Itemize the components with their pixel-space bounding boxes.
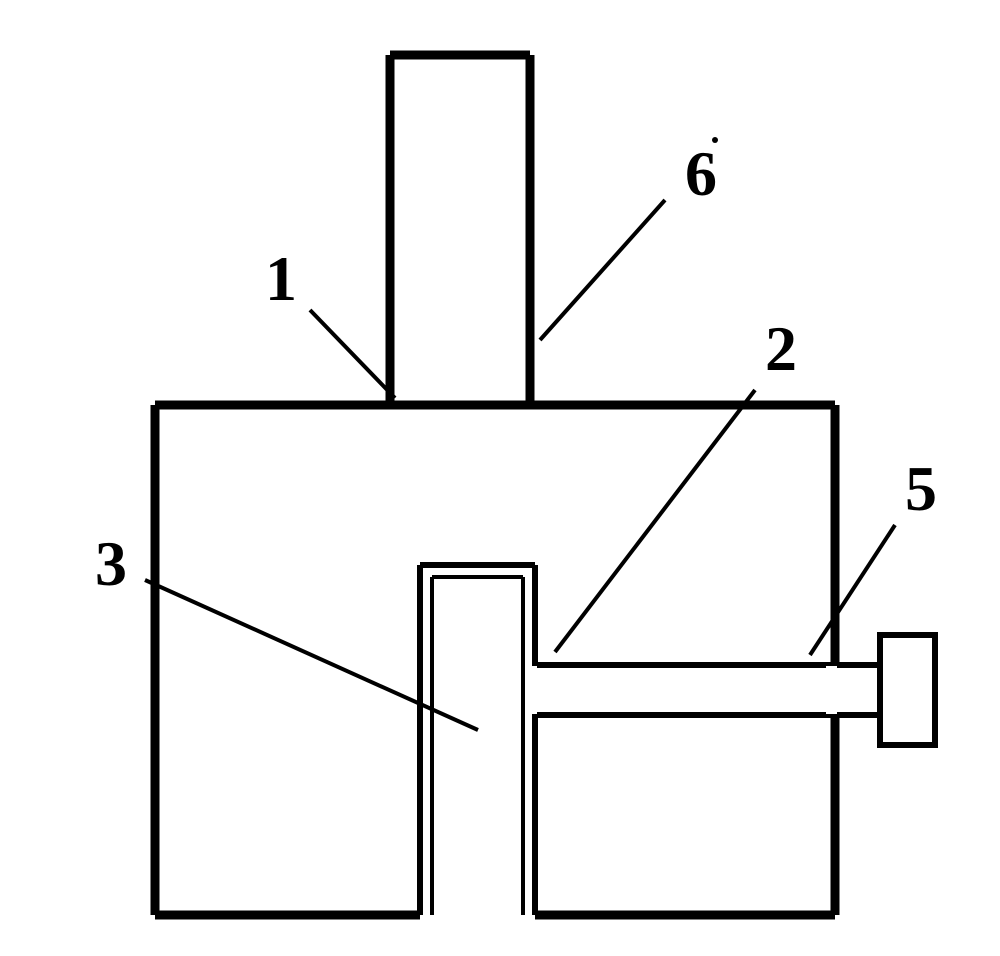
label-l3: 3 [95,528,127,599]
leader-l1 [310,310,395,398]
leader-l2 [555,390,755,652]
label-l1: 1 [265,243,297,314]
label-l6: 6 [685,138,717,209]
leader-l3 [145,580,478,730]
leader-l6 [540,200,665,340]
label-l2: 2 [765,313,797,384]
label-l5: 5 [905,453,937,524]
